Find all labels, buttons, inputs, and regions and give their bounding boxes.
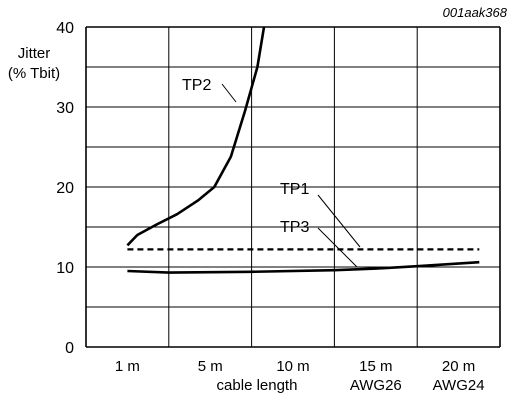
x-tick-label: 10 m [276, 358, 309, 375]
y-tick-labels: 0 10 20 30 40 [56, 20, 74, 357]
y-axis-label-line1: Jitter [18, 45, 51, 62]
x-tick-label: 5 m [198, 358, 223, 375]
x-tick-label: 15 m [359, 358, 392, 375]
annotation-tp3: TP3 [280, 219, 309, 236]
annotation-leader-tp1 [317, 194, 361, 248]
series-line-tp2 [126, 26, 266, 247]
y-tick-label: 30 [56, 100, 74, 117]
x-tick-sublabel: AWG24 [433, 377, 485, 394]
x-tick-label: 1 m [115, 358, 140, 375]
annotation-tp2: TP2 [182, 77, 211, 94]
annotation-leader-tp2 [221, 83, 237, 103]
series-line-tp3 [127, 260, 480, 274]
annotations: TP2 TP1 TP3 [182, 77, 361, 268]
y-axis-label-line2: (% Tbit) [8, 65, 60, 82]
annotation-leader-tp3 [317, 227, 358, 268]
x-tick-labels: 1 m 5 m 10 m 15 m AWG26 20 m AWG24 [115, 358, 485, 394]
y-tick-label: 0 [65, 340, 74, 357]
y-tick-label: 20 [56, 180, 74, 197]
x-axis-label: cable length [217, 377, 298, 394]
annotation-tp1: TP1 [280, 181, 309, 198]
grid [85, 26, 501, 348]
series-lines [126, 26, 480, 274]
x-tick-label: 20 m [442, 358, 475, 375]
x-tick-sublabel: AWG26 [350, 377, 402, 394]
y-tick-label: 10 [56, 260, 74, 277]
y-tick-label: 40 [56, 20, 74, 37]
figure-id: 001aak368 [443, 5, 508, 20]
